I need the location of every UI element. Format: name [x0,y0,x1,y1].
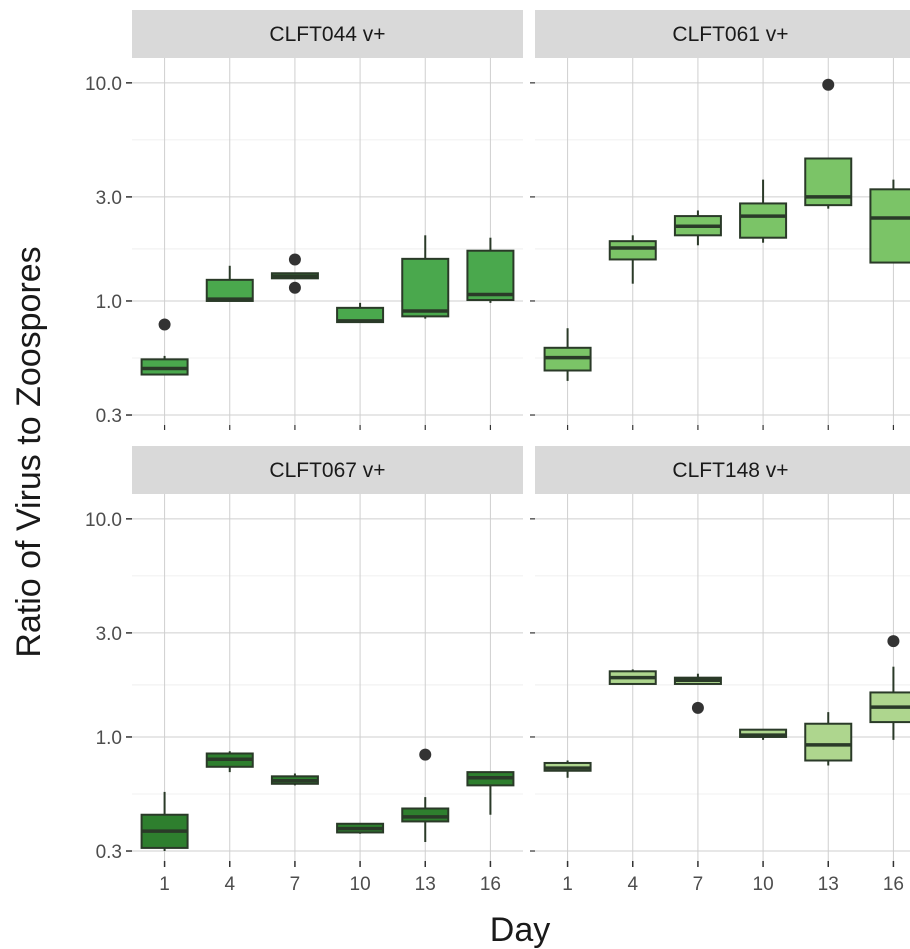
x-tick-label: 1 [159,874,170,895]
facet-label: CLFT044 v+ [269,23,385,46]
plot-background [535,58,910,425]
panel-0: CLFT044 v+ 0.3 1.0 3.0 10.0 [85,10,523,430]
box-day-16 [466,771,515,815]
box-rect [739,202,788,239]
x-tick-label: 1 [562,874,573,895]
box-day-13 [401,748,450,842]
x-tick-label: 7 [290,874,301,895]
y-tick-label: 3.0 [96,188,122,209]
box-day-1 [543,328,592,381]
box-rect [608,240,657,261]
outlier-point [288,281,301,294]
y-tick-label: 0.3 [96,842,122,863]
box-day-13 [401,235,450,319]
y-tick-label: 1.0 [96,292,122,313]
box-day-1 [140,318,189,376]
box-rect [205,278,254,302]
x-tick-label: 16 [883,874,904,895]
box-rect [869,188,910,264]
box-day-1 [140,791,189,852]
x-tick-label: 7 [693,874,704,895]
plot-background [132,58,523,425]
x-axis-title: Day [490,911,550,949]
box-day-4 [205,265,254,302]
box-day-16 [869,179,910,264]
y-tick-label: 10.0 [85,510,122,531]
x-tick-label: 4 [627,874,638,895]
box-day-4 [205,751,254,773]
box-day-7 [270,253,319,294]
panel-1: CLFT061 v+ [530,10,910,430]
box-rect [466,249,515,302]
box-rect [401,807,450,823]
y-tick-label: 1.0 [96,728,122,749]
box-day-10 [739,728,788,740]
outlier-point [158,318,171,331]
panels-layer: CLFT044 v+ 0.3 1.0 3.0 10.0 CLFT061 v+ CLFT067… [85,10,910,895]
y-tick-label: 3.0 [96,624,122,645]
panel-3: CLFT148 v+ 1 4 7 10 13 16 [530,446,910,895]
plot-background [535,494,910,861]
x-tick-label: 13 [415,874,436,895]
panel-2: CLFT067 v+ 0.3 1.0 3.0 10.0 1 4 7 10 13 16 [85,446,523,895]
y-tick-label: 10.0 [85,74,122,95]
box-day-13 [804,712,853,766]
box-day-10 [336,302,385,324]
box-day-13 [804,78,853,209]
outlier-point [288,253,301,266]
facet-strip [535,10,910,58]
outlier-point [887,635,900,648]
facet-label: CLFT061 v+ [672,23,788,46]
x-tick-label: 10 [350,874,371,895]
outlier-point [419,748,432,761]
outlier-point [822,78,835,91]
y-tick-label: 0.3 [96,406,122,427]
plot-background [132,494,523,861]
box-rect [804,722,853,762]
box-day-1 [543,760,592,778]
box-day-7 [673,673,722,714]
box-day-7 [270,773,319,786]
box-day-7 [673,210,722,246]
facet-label: CLFT148 v+ [672,459,788,482]
facet-strip [535,446,910,494]
outlier-point [691,701,704,714]
x-tick-label: 4 [224,874,235,895]
box-day-10 [739,179,788,243]
box-day-4 [608,669,657,685]
box-day-16 [869,635,910,740]
facet-strip [132,446,523,494]
box-day-10 [336,822,385,834]
facet-label: CLFT067 v+ [269,459,385,482]
box-rect [739,728,788,738]
box-day-4 [608,235,657,284]
x-tick-label: 10 [753,874,774,895]
x-tick-label: 16 [480,874,501,895]
box-day-16 [466,237,515,303]
box-rect [401,257,450,318]
y-axis-title: Ratio of Virus to Zoospores [10,246,48,657]
facet-strip [132,10,523,58]
x-tick-label: 13 [818,874,839,895]
